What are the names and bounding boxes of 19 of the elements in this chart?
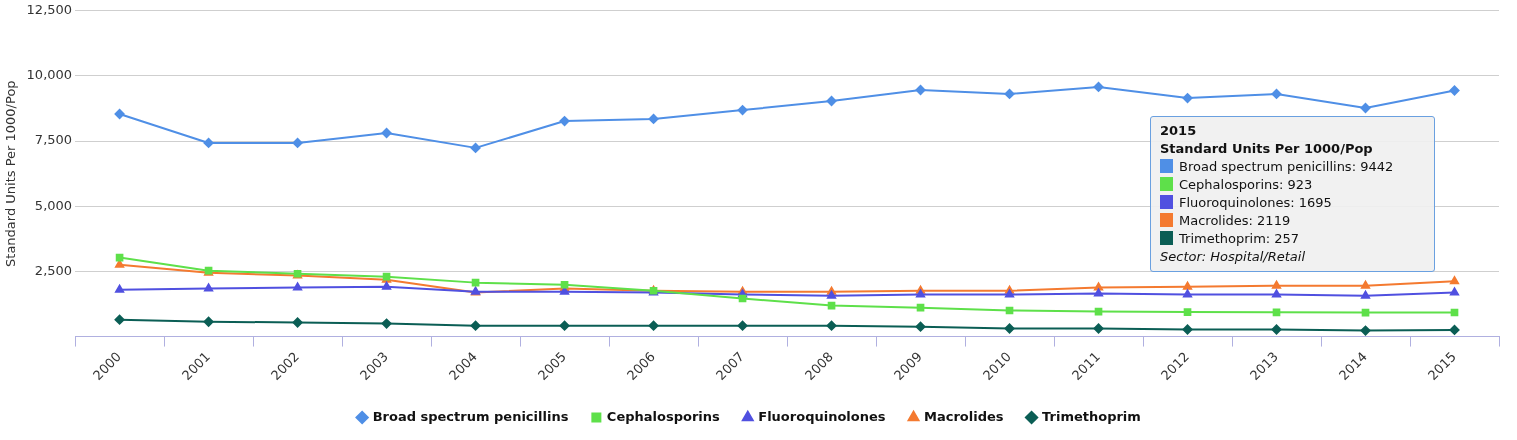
legend-label: Trimethoprim [1042,408,1141,424]
legend-label: Cephalosporins [606,408,721,424]
legend-label: Broad spectrum penicillins [372,408,569,424]
annotation: Macrolides: 2119 [1178,212,1292,230]
y-tick-label: 12,500 [26,2,73,18]
annotation: Trimethoprim: 257 [1178,230,1301,248]
legend-label: Fluoroquinolones [758,408,886,424]
annotation: Standard Units Per 1000/Pop [1160,140,1374,158]
annotation: Fluoroquinolones: 1695 [1178,194,1333,212]
y-tick-label: 7,500 [34,132,73,148]
y-tick-label: 5,000 [34,197,73,213]
annotation: 2015 [1160,122,1198,140]
y-axis-title: Standard Units Per 1000/Pop [3,80,19,267]
y-tick-label: 2,500 [34,262,73,278]
annotation: Cephalosporins: 923 [1178,176,1314,194]
y-tick-label: 10,000 [26,67,73,83]
legend-label: Macrolides [924,408,1004,424]
annotation: Sector: Hospital/Retail [1160,248,1307,266]
annotation: Broad spectrum penicillins: 9442 [1178,158,1395,176]
